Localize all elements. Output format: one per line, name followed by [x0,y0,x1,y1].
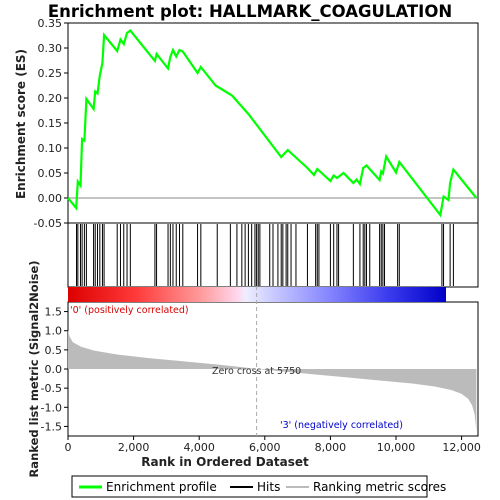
es-y-axis-label: Enrichment score (ES) [14,49,28,199]
ranking-metric-fill [68,329,477,431]
x-tick-label: 6,000 [249,441,281,454]
es-y-tick-label: 0.35 [38,17,63,30]
enrichment-curve [67,28,478,218]
x-tick-label: 4,000 [183,441,215,454]
chart-title: Enrichment plot: HALLMARK_COAGULATION [48,2,452,21]
metric-y-tick-label: -0.5 [41,382,62,395]
metric-y-axis: -1.5 -1.0 -0.5 0.0 0.5 1.0 1.5 [41,306,68,433]
es-y-tick-label: 0.05 [38,167,63,180]
metric-y-axis-label: Ranked list metric (Signal2Noise) [27,260,41,477]
es-panel [67,22,479,224]
x-tick-label: 8,000 [315,441,347,454]
es-y-tick-label: 0.15 [38,117,63,130]
x-axis: 0 2,000 4,000 6,000 8,000 10,000 12,000 [65,436,481,454]
es-y-tick-label: 0.00 [38,192,63,205]
positive-correlation-label: '0' (positively correlated) [70,305,189,316]
metric-y-tick-label: -1.0 [41,401,62,414]
metric-y-tick-label: 0.0 [45,363,63,376]
enrichment-profile-line [67,28,478,218]
x-tick-label: 2,000 [118,441,150,454]
es-y-tick-label: 0.30 [38,42,63,55]
x-tick-label: 0 [65,441,72,454]
es-y-tick-label: 0.25 [38,67,63,80]
es-y-axis: -0.05 0.00 0.05 0.10 0.15 0.20 0.25 0.30 0.35 [34,17,68,230]
metric-y-tick-label: 0.5 [45,344,63,357]
ranking-metric-area [68,329,477,431]
x-axis-label: Rank in Ordered Dataset [141,455,309,469]
es-y-tick-label: -0.05 [34,217,62,230]
es-y-tick-label: 0.20 [38,92,63,105]
metric-y-tick-label: 1.5 [45,306,63,319]
metric-y-tick-label: -1.5 [41,420,62,433]
metric-y-tick-label: 1.0 [45,325,63,338]
zero-cross-label: Zero cross at 5750 [212,366,301,377]
legend-ranking-metric-scores: Ranking metric scores [313,480,446,494]
legend-hits: Hits [257,480,280,494]
hit-markers [76,224,454,286]
legend-enrichment-profile: Enrichment profile [106,480,217,494]
negative-correlation-label: '3' (negatively correlated) [280,420,403,431]
legend: Enrichment profile Hits Ranking metric s… [71,475,446,498]
x-tick-label: 10,000 [377,441,416,454]
x-tick-label: 12,000 [442,441,481,454]
es-y-tick-label: 0.10 [38,142,63,155]
